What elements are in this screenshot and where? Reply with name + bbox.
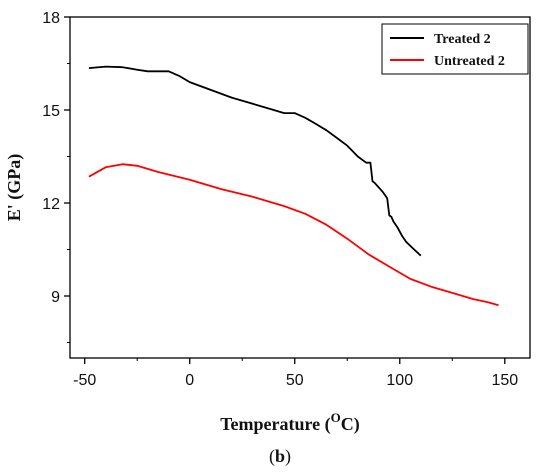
ticks-layer: -50 0 50 100 150 9 12 15 18 (42, 10, 518, 389)
legend-label-untreated-2: Untreated 2 (434, 54, 505, 69)
x-axis-title: Temperature (OC) (220, 410, 360, 435)
x-tick-label: -50 (73, 372, 96, 389)
x-axis-title-superscript: O (331, 410, 341, 425)
figure-caption: (b) (269, 446, 291, 467)
y-axis-title: E' (GPa) (4, 154, 25, 222)
x-axis-title-main: Temperature ( (220, 414, 330, 435)
caption-open: ( (269, 446, 275, 467)
series-layer (88, 65, 499, 307)
caption-letter: b (275, 446, 285, 466)
x-tick-label: 100 (386, 372, 413, 389)
x-tick-label: 0 (185, 372, 194, 389)
y-tick-label: 18 (42, 10, 60, 27)
series-line-treated-2 (88, 65, 422, 257)
x-tick-label: 150 (491, 372, 518, 389)
legend-label-treated-2: Treated 2 (434, 32, 491, 47)
x-tick-label: 50 (286, 372, 304, 389)
series-line-untreated-2 (88, 163, 499, 307)
legend-box (381, 23, 529, 75)
caption-close: ) (285, 446, 291, 467)
legend: Treated 2 Untreated 2 (381, 23, 529, 75)
y-tick-label: 9 (51, 289, 60, 306)
y-tick-label: 15 (42, 103, 60, 120)
y-tick-label: 12 (42, 196, 60, 213)
x-axis-title-end: C) (341, 414, 360, 435)
plot-frame (69, 16, 531, 359)
